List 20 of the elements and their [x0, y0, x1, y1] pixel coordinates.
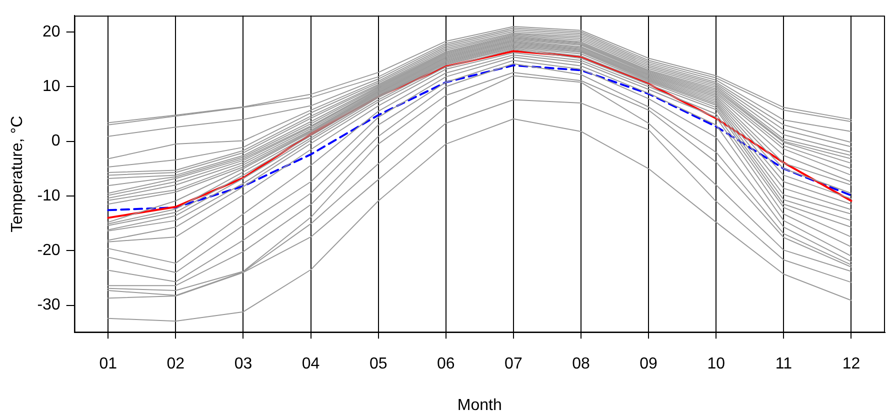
x-tick-label: 12 [842, 356, 860, 373]
y-tick-label: -30 [37, 296, 60, 314]
x-tick-label: 09 [640, 356, 658, 373]
y-tick-label: -20 [37, 242, 60, 260]
x-axis-title: Month [457, 396, 502, 414]
x-tick-label: 10 [707, 356, 726, 373]
y-tick-label: 0 [51, 132, 60, 150]
y-tick-label: 10 [42, 78, 60, 96]
y-tick-label: -10 [37, 187, 60, 204]
x-tick-label: 06 [436, 356, 455, 373]
y-axis-title: Temperature, °C [9, 116, 26, 232]
x-tick-label: 07 [504, 356, 522, 373]
x-tick-label: 04 [302, 356, 320, 373]
x-tick-label: 03 [234, 356, 252, 373]
x-tick-label: 08 [572, 356, 590, 373]
x-tick-label: 02 [166, 356, 185, 373]
x-tick-label: 11 [775, 356, 792, 373]
x-tick-label: 01 [99, 356, 118, 373]
y-tick-label: 20 [42, 23, 60, 40]
x-tick-label: 05 [369, 356, 388, 373]
